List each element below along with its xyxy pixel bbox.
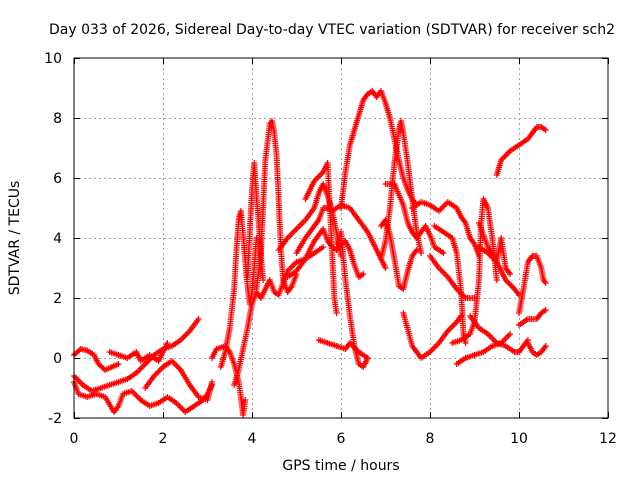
data-point-markers [71, 346, 122, 373]
x-tick-label: 8 [426, 431, 435, 447]
series-satellite-track-16 [333, 229, 371, 370]
x-tick-label: 2 [159, 431, 168, 447]
data-point-markers [338, 88, 420, 211]
series-satellite-track-29 [475, 220, 522, 298]
data-layer [71, 88, 549, 418]
data-point-markers [493, 124, 549, 178]
x-tick-label: 10 [510, 431, 528, 447]
series-satellite-track-19 [378, 217, 420, 292]
tick-layer: 0 2 4 6 8 10 12 -2 0 2 4 6 8 10 [44, 51, 617, 447]
data-point-markers [293, 202, 389, 271]
series-satellite-track-23 [427, 253, 478, 301]
data-point-markers [106, 340, 171, 364]
data-point-markers [524, 340, 549, 358]
y-tick-label: 10 [44, 51, 62, 67]
data-point-markers [431, 223, 469, 346]
y-tick-label: 0 [53, 351, 62, 367]
data-point-markers [142, 358, 215, 403]
y-tick-label: 2 [53, 291, 62, 307]
series-satellite-track-15 [315, 337, 371, 361]
data-point-markers [516, 307, 549, 328]
series-satellite-track-21 [400, 310, 465, 361]
series-satellite-track-7 [217, 208, 260, 370]
series-satellite-track-30 [493, 124, 549, 178]
series-satellite-track-31 [516, 253, 549, 316]
x-tick-label: 12 [599, 431, 617, 447]
data-point-markers [516, 253, 549, 316]
data-point-markers [382, 181, 447, 256]
series-satellite-track-5 [142, 358, 215, 403]
data-point-markers [302, 160, 340, 316]
y-tick-label: 4 [53, 231, 62, 247]
data-point-markers [467, 313, 531, 355]
x-tick-label: 6 [337, 431, 346, 447]
series-satellite-track-1 [71, 346, 122, 373]
series-satellite-track-20 [382, 181, 447, 256]
chart-title: Day 033 of 2026, Sidereal Day-to-day VTE… [49, 22, 615, 38]
series-satellite-track-24 [431, 223, 469, 346]
data-point-markers [71, 379, 215, 415]
data-point-markers [217, 208, 260, 370]
series-satellite-track-13 [293, 202, 389, 271]
y-axis-label: SDTVAR / TECUs [7, 181, 23, 296]
y-tick-label: 8 [53, 111, 62, 127]
data-point-markers [409, 199, 482, 259]
series-satellite-track-4 [106, 340, 171, 364]
data-point-markers [253, 118, 300, 295]
data-point-markers [475, 220, 522, 298]
data-point-markers [333, 229, 371, 370]
data-point-markers [427, 253, 478, 301]
series-satellite-track-14 [302, 160, 340, 316]
x-tick-label: 0 [70, 431, 79, 447]
series-satellite-track-33 [524, 340, 549, 358]
series-satellite-track-3 [71, 379, 215, 415]
data-point-markers [378, 217, 420, 292]
x-tick-label: 4 [248, 431, 257, 447]
y-tick-label: 6 [53, 171, 62, 187]
series-satellite-track-32 [516, 307, 549, 328]
series-satellite-track-17 [338, 88, 420, 211]
data-point-markers [400, 310, 465, 361]
series-satellite-track-22 [409, 199, 482, 259]
y-tick-label: -2 [48, 411, 62, 427]
series-satellite-track-27 [467, 313, 531, 355]
x-axis-label: GPS time / hours [282, 458, 399, 474]
series-satellite-track-10 [253, 118, 300, 295]
data-point-markers [315, 337, 371, 361]
